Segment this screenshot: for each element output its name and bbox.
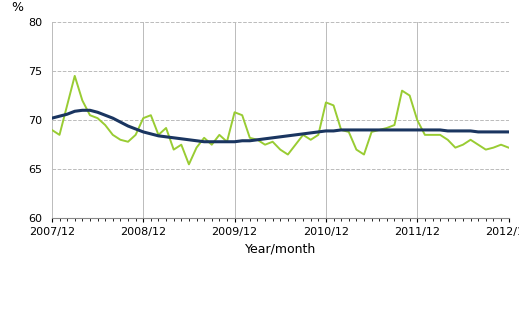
Text: %: % xyxy=(11,1,23,14)
X-axis label: Year/month: Year/month xyxy=(244,243,316,256)
